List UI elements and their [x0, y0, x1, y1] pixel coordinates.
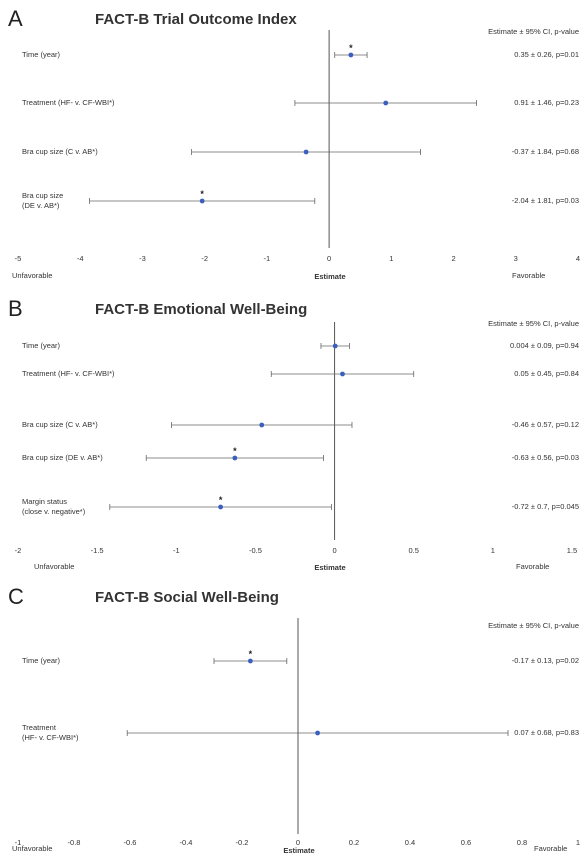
significance-star: *	[218, 495, 223, 505]
x-tick-label: 0.2	[348, 838, 360, 847]
x-tick-label: 0	[327, 254, 332, 263]
x-axis-title: Estimate	[314, 272, 346, 281]
row-estimate-text: -2.04 ± 1.81, p=0.03	[511, 196, 579, 205]
row-label: Treatment (HF- v. CF-WBI*)	[22, 369, 115, 378]
row-estimate-text: 0.07 ± 0.68, p=0.83	[514, 728, 579, 737]
point-estimate	[218, 504, 224, 510]
x-tick-label: 0.8	[516, 838, 528, 847]
x-tick-label: 4	[575, 254, 581, 263]
forest-plot-c	[126, 618, 509, 834]
x-tick-label: -0.5	[248, 546, 262, 555]
x-tick-label: 1	[575, 838, 581, 847]
row-label: Time (year)	[22, 341, 61, 350]
x-tick-label: 1.5	[566, 546, 578, 555]
panel-letter: A	[8, 6, 23, 31]
x-tick-label: 3	[513, 254, 518, 263]
row-label: Time (year)	[22, 656, 61, 665]
x-tick-label: -2	[201, 254, 208, 263]
row-estimate-text: 0.004 ± 0.09, p=0.94	[510, 341, 579, 350]
x-tick-label: 1	[389, 254, 394, 263]
x-tick-label: -0.6	[123, 838, 137, 847]
row-estimate-text: 0.35 ± 0.26, p=0.01	[514, 50, 579, 59]
point-estimate	[248, 658, 253, 664]
panel-title: FACT-B Trial Outcome Index	[95, 11, 297, 28]
x-axis-title: Estimate	[283, 846, 315, 855]
row-label: Margin status (close v. negative*)	[22, 497, 86, 516]
unfavorable-label: Unfavorable	[12, 271, 53, 280]
favorable-label: Favorable	[516, 562, 550, 571]
panel-c: C FACT-B Social Well-Being Estimate ± 95…	[0, 584, 581, 862]
point-estimate	[303, 149, 309, 155]
row-label: Bra cup size (DE v. AB*)	[22, 191, 64, 210]
x-tick-label: -1	[14, 838, 22, 847]
point-estimate	[232, 455, 238, 461]
row-label: Bra cup size (DE v. AB*)	[22, 453, 103, 462]
x-tick-label: 1	[490, 546, 495, 555]
column-header: Estimate ± 95% CI, p-value	[488, 319, 579, 328]
significance-star: *	[248, 649, 253, 659]
panel-title: FACT-B Emotional Well-Being	[95, 301, 308, 318]
x-tick-label: -0.4	[179, 838, 193, 847]
point-estimate	[199, 198, 205, 204]
x-axis-title: Estimate	[314, 563, 346, 572]
favorable-label: Favorable	[534, 844, 568, 853]
row-label: Bra cup size (C v. AB*)	[22, 147, 98, 156]
x-tick-label: 0	[332, 546, 337, 555]
x-tick-label: 0.6	[460, 838, 472, 847]
x-tick-label: -2	[14, 546, 22, 555]
x-tick-label: -5	[14, 254, 22, 263]
column-header: Estimate ± 95% CI, p-value	[488, 621, 579, 630]
favorable-label: Favorable	[512, 271, 546, 280]
row-estimate-text: 0.91 ± 1.46, p=0.23	[514, 98, 579, 107]
panel-letter: C	[8, 584, 24, 609]
panel-letter: B	[8, 296, 23, 321]
forest-plot-a	[89, 30, 477, 248]
x-tick-label: 2	[451, 254, 456, 263]
point-estimate	[259, 422, 265, 428]
x-tick-label: 0.4	[404, 838, 416, 847]
row-estimate-text: -0.63 ± 0.56, p=0.03	[511, 453, 579, 462]
point-estimate	[315, 730, 320, 736]
row-estimate-text: -0.46 ± 0.57, p=0.12	[511, 420, 579, 429]
row-estimate-text: -0.37 ± 1.84, p=0.68	[511, 147, 579, 156]
x-tick-label: -1.5	[90, 546, 104, 555]
x-tick-label: -0.2	[235, 838, 249, 847]
unfavorable-label: Unfavorable	[34, 562, 75, 571]
unfavorable-label: Unfavorable	[12, 844, 53, 853]
row-label: Treatment (HF- v. CF-WBI*)	[22, 723, 79, 742]
column-header: Estimate ± 95% CI, p-value	[488, 27, 579, 36]
row-label: Bra cup size (C v. AB*)	[22, 420, 98, 429]
panel-title: FACT-B Social Well-Being	[95, 589, 279, 606]
panel-a: A FACT-B Trial Outcome Index Estimate ± …	[0, 6, 581, 288]
significance-star: *	[233, 446, 237, 456]
significance-star: *	[349, 43, 353, 53]
row-label: Treatment (HF- v. CF-WBI*)	[22, 98, 115, 107]
significance-star: *	[200, 189, 204, 199]
x-tick-label: -1	[263, 254, 271, 263]
x-tick-label: 0	[295, 838, 301, 847]
x-tick-label: -1	[172, 546, 180, 555]
forest-plot-b	[109, 322, 415, 540]
x-tick-label: -4	[76, 254, 84, 263]
row-estimate-text: 0.05 ± 0.45, p=0.84	[514, 369, 579, 378]
point-estimate	[383, 100, 389, 106]
x-tick-label: -3	[139, 254, 146, 263]
row-label: Time (year)	[22, 50, 61, 59]
point-estimate	[332, 343, 338, 349]
point-estimate	[340, 371, 345, 377]
panel-b: B FACT-B Emotional Well-Being Estimate ±…	[0, 296, 581, 578]
x-tick-label: -0.8	[67, 838, 81, 847]
row-estimate-text: -0.17 ± 0.13, p=0.02	[511, 656, 579, 665]
point-estimate	[348, 52, 354, 58]
x-tick-label: 0.5	[408, 546, 419, 555]
row-estimate-text: -0.72 ± 0.7, p=0.045	[511, 502, 579, 511]
